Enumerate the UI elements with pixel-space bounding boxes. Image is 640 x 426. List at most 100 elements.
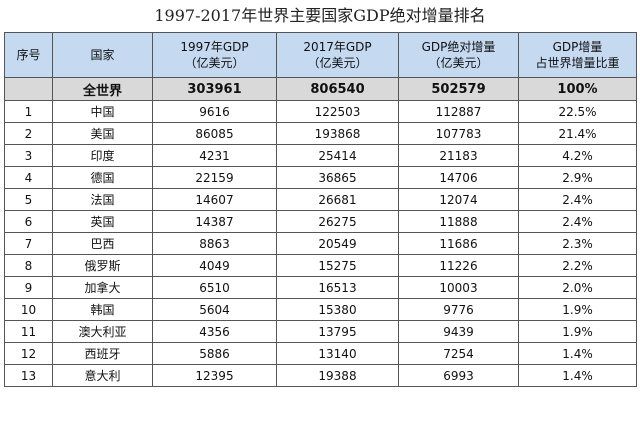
table-title: 1997-2017年世界主要国家GDP绝对增量排名: [154, 6, 486, 25]
gdp2017-cell: 36865: [276, 166, 399, 189]
rank-cell: 6: [4, 210, 53, 233]
country-cell: 英国: [52, 210, 153, 233]
table-row: 9 加拿大 6510 16513 10003 2.0%: [4, 276, 637, 299]
gdp1997-cell: 5886: [152, 342, 277, 365]
rank-cell: 12: [4, 342, 53, 365]
increase-cell: 21183: [398, 144, 519, 167]
gdp1997-cell: 22159: [152, 166, 277, 189]
rank-cell: 1: [4, 100, 53, 123]
rank-cell: 5: [4, 188, 53, 211]
rank-cell: 3: [4, 144, 53, 167]
increase-cell: 11226: [398, 254, 519, 277]
world-increase-cell: 502579: [398, 77, 519, 101]
country-cell: 加拿大: [52, 276, 153, 299]
increase-cell: 112887: [398, 100, 519, 123]
gdp1997-cell: 4049: [152, 254, 277, 277]
gdp2017-cell: 15275: [276, 254, 399, 277]
table-row: 6 英国 14387 26275 11888 2.4%: [4, 210, 637, 233]
share-cell: 1.4%: [518, 342, 637, 365]
share-cell: 2.9%: [518, 166, 637, 189]
share-cell: 2.2%: [518, 254, 637, 277]
gdp2017-cell: 20549: [276, 232, 399, 255]
gdp1997-cell: 86085: [152, 122, 277, 145]
country-cell: 印度: [52, 144, 153, 167]
table-row: 11 澳大利亚 4356 13795 9439 1.9%: [4, 320, 637, 343]
table-row: 12 西班牙 5886 13140 7254 1.4%: [4, 342, 637, 365]
table-row: 8 俄罗斯 4049 15275 11226 2.2%: [4, 254, 637, 277]
gdp2017-cell: 15380: [276, 298, 399, 321]
world-gdp2017-cell: 806540: [276, 77, 399, 101]
gdp1997-cell: 12395: [152, 364, 277, 387]
share-cell: 22.5%: [518, 100, 637, 123]
gdp2017-cell: 13795: [276, 320, 399, 343]
share-cell: 21.4%: [518, 122, 637, 145]
header-gdp2017-line1: 2017年GDP: [303, 40, 372, 54]
increase-cell: 14706: [398, 166, 519, 189]
gdp-ranking-table: 序号 国家 1997年GDP （亿美元） 2017年GDP （亿美元） GDP绝…: [4, 32, 637, 387]
increase-cell: 107783: [398, 122, 519, 145]
gdp2017-cell: 19388: [276, 364, 399, 387]
gdp1997-cell: 6510: [152, 276, 277, 299]
table-row: 13 意大利 12395 19388 6993 1.4%: [4, 364, 637, 387]
country-cell: 西班牙: [52, 342, 153, 365]
gdp2017-cell: 193868: [276, 122, 399, 145]
table-row: 5 法国 14607 26681 12074 2.4%: [4, 188, 637, 211]
world-country-cell: 全世界: [52, 77, 153, 101]
gdp1997-cell: 4356: [152, 320, 277, 343]
gdp1997-cell: 5604: [152, 298, 277, 321]
gdp1997-cell: 8863: [152, 232, 277, 255]
world-rank-cell: [4, 77, 53, 101]
share-cell: 2.4%: [518, 188, 637, 211]
header-row: 序号 国家 1997年GDP （亿美元） 2017年GDP （亿美元） GDP绝…: [4, 32, 637, 78]
share-cell: 2.4%: [518, 210, 637, 233]
header-gdp1997-line2: （亿美元）: [184, 56, 245, 70]
gdp1997-cell: 14607: [152, 188, 277, 211]
share-cell: 4.2%: [518, 144, 637, 167]
gdp1997-cell: 4231: [152, 144, 277, 167]
gdp2017-cell: 122503: [276, 100, 399, 123]
rank-cell: 10: [4, 298, 53, 321]
share-cell: 1.9%: [518, 298, 637, 321]
header-country: 国家: [52, 32, 153, 78]
rank-cell: 4: [4, 166, 53, 189]
country-cell: 澳大利亚: [52, 320, 153, 343]
share-cell: 1.9%: [518, 320, 637, 343]
country-cell: 意大利: [52, 364, 153, 387]
header-rank-label: 序号: [16, 48, 41, 62]
world-row: 全世界 303961 806540 502579 100%: [4, 77, 637, 101]
gdp1997-cell: 9616: [152, 100, 277, 123]
share-cell: 2.0%: [518, 276, 637, 299]
header-gdp1997-line1: 1997年GDP: [180, 40, 249, 54]
table-row: 3 印度 4231 25414 21183 4.2%: [4, 144, 637, 167]
world-gdp1997-cell: 303961: [152, 77, 277, 101]
rank-cell: 9: [4, 276, 53, 299]
country-cell: 德国: [52, 166, 153, 189]
country-cell: 美国: [52, 122, 153, 145]
share-cell: 1.4%: [518, 364, 637, 387]
country-cell: 俄罗斯: [52, 254, 153, 277]
share-cell: 2.3%: [518, 232, 637, 255]
country-cell: 巴西: [52, 232, 153, 255]
gdp2017-cell: 26681: [276, 188, 399, 211]
increase-cell: 12074: [398, 188, 519, 211]
country-cell: 中国: [52, 100, 153, 123]
table-row: 2 美国 86085 193868 107783 21.4%: [4, 122, 637, 145]
header-increase: GDP绝对增量 （亿美元）: [398, 32, 519, 78]
increase-cell: 9439: [398, 320, 519, 343]
header-gdp2017-line2: （亿美元）: [307, 56, 368, 70]
increase-cell: 9776: [398, 298, 519, 321]
header-rank: 序号: [4, 32, 53, 78]
header-gdp2017: 2017年GDP （亿美元）: [276, 32, 399, 78]
increase-cell: 10003: [398, 276, 519, 299]
increase-cell: 6993: [398, 364, 519, 387]
table-row: 10 韩国 5604 15380 9776 1.9%: [4, 298, 637, 321]
header-country-label: 国家: [90, 48, 115, 62]
header-increase-line1: GDP绝对增量: [421, 40, 496, 54]
rank-cell: 11: [4, 320, 53, 343]
increase-cell: 7254: [398, 342, 519, 365]
rank-cell: 2: [4, 122, 53, 145]
table-row: 7 巴西 8863 20549 11686 2.3%: [4, 232, 637, 255]
header-share-line2: 占世界增量比重: [535, 56, 620, 70]
world-share-cell: 100%: [518, 77, 637, 101]
header-share: GDP增量 占世界增量比重: [518, 32, 637, 78]
